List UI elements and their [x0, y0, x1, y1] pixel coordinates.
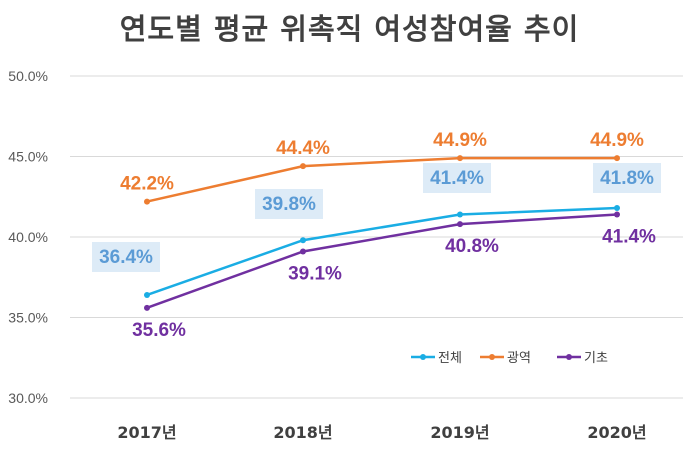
legend-marker [420, 354, 426, 360]
data-label: 39.1% [288, 263, 342, 284]
data-point [300, 237, 306, 244]
legend-marker [489, 354, 495, 360]
y-tick-label: 30.0% [8, 390, 48, 406]
data-label-box [423, 163, 491, 193]
data-label: 40.8% [445, 236, 499, 257]
data-point [300, 248, 306, 255]
series-line-광역 [146, 156, 617, 203]
data-label: 44.9% [433, 130, 487, 151]
series-lines [144, 155, 620, 311]
data-label: 41.4% [602, 226, 656, 247]
gridlines [70, 75, 683, 399]
x-tick-label: 2019년 [430, 423, 489, 442]
legend-label: 광역 [507, 351, 531, 366]
data-label: 41.8% [600, 168, 654, 189]
legend: 전체 광역 기초 [411, 351, 608, 366]
series-line-전체 [146, 206, 618, 297]
data-point [614, 211, 620, 218]
y-tick-label: 50.0% [8, 68, 48, 84]
data-point [457, 155, 463, 162]
x-tick-label: 2020년 [587, 423, 646, 442]
y-tick-label: 45.0% [8, 149, 48, 165]
x-tick-label: 2017년 [117, 423, 176, 442]
legend-label: 전체 [438, 351, 462, 366]
data-label-box [593, 163, 661, 193]
data-point [457, 211, 463, 218]
data-label-box [92, 242, 160, 272]
data-label-box [255, 189, 323, 219]
data-label: 36.4% [99, 247, 153, 268]
y-tick-label: 35.0% [8, 310, 48, 326]
data-label: 42.2% [120, 174, 174, 195]
legend-marker [566, 354, 572, 360]
data-point [614, 205, 620, 212]
data-label: 44.4% [276, 138, 330, 159]
data-point [300, 163, 306, 170]
data-point [144, 304, 150, 311]
data-label: 44.9% [590, 130, 644, 151]
data-point [614, 155, 620, 162]
y-axis-ticks: 30.0% 35.0% 40.0% 45.0% 50.0% [8, 68, 48, 406]
data-labels: 36.4% 39.8% 41.4% 41.8% 42.2% 44.4% 44.9% 44.9%… [92, 130, 661, 341]
x-axis-ticks: 2017년 2018년 2019년 2020년 [117, 423, 646, 442]
y-tick-label: 40.0% [8, 229, 48, 245]
data-point [457, 221, 463, 228]
data-label: 41.4% [430, 168, 484, 189]
chart-title: 연도별 평균 위촉직 여성참여율 추이 [119, 12, 580, 46]
x-tick-label: 2018년 [273, 423, 332, 442]
data-point [144, 198, 150, 205]
data-label: 35.6% [132, 320, 186, 341]
series-line-기초 [146, 213, 618, 310]
legend-label: 기초 [584, 351, 608, 366]
data-label: 39.8% [262, 194, 316, 215]
data-point [144, 291, 150, 298]
